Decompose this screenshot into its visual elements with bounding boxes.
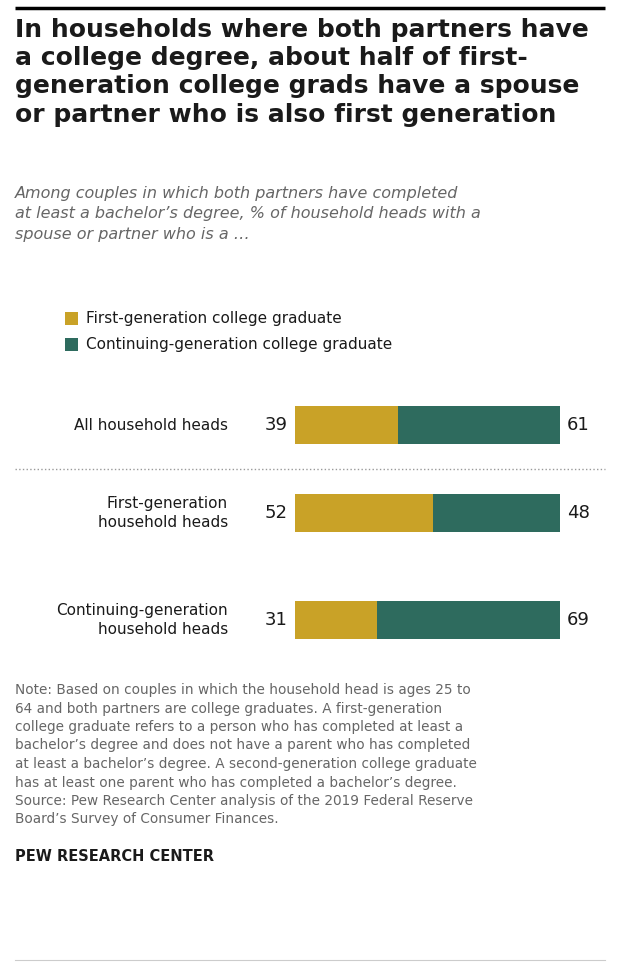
Text: Note: Based on couples in which the household head is ages 25 to: Note: Based on couples in which the hous… (15, 683, 471, 697)
Text: Continuing-generation college graduate: Continuing-generation college graduate (86, 337, 392, 351)
Text: Source: Pew Research Center analysis of the 2019 Federal Reserve: Source: Pew Research Center analysis of … (15, 794, 473, 808)
Text: at least a bachelor’s degree. A second-generation college graduate: at least a bachelor’s degree. A second-g… (15, 757, 477, 771)
Text: First-generation college graduate: First-generation college graduate (86, 311, 342, 325)
Text: 61: 61 (567, 416, 590, 434)
Text: college graduate refers to a person who has completed at least a: college graduate refers to a person who … (15, 720, 463, 734)
Bar (65, 338, 78, 350)
Text: First-generation
household heads: First-generation household heads (98, 497, 228, 529)
Text: 48: 48 (567, 504, 590, 522)
Bar (295, 494, 433, 532)
Text: 64 and both partners are college graduates. A first-generation: 64 and both partners are college graduat… (15, 702, 442, 715)
Bar (65, 312, 78, 324)
Text: Board’s Survey of Consumer Finances.: Board’s Survey of Consumer Finances. (15, 812, 278, 827)
Text: 31: 31 (265, 611, 288, 629)
Bar (295, 601, 377, 639)
Text: 69: 69 (567, 611, 590, 629)
Text: All household heads: All household heads (74, 417, 228, 433)
Text: PEW RESEARCH CENTER: PEW RESEARCH CENTER (15, 849, 214, 864)
Bar (377, 601, 560, 639)
Text: Continuing-generation
household heads: Continuing-generation household heads (56, 603, 228, 637)
Bar (433, 494, 560, 532)
Text: In households where both partners have
a college degree, about half of first-
ge: In households where both partners have a… (15, 18, 589, 127)
Text: has at least one parent who has completed a bachelor’s degree.: has at least one parent who has complete… (15, 775, 457, 790)
Text: Among couples in which both partners have completed
at least a bachelor’s degree: Among couples in which both partners hav… (15, 186, 480, 242)
Text: bachelor’s degree and does not have a parent who has completed: bachelor’s degree and does not have a pa… (15, 739, 470, 752)
Bar (399, 406, 560, 444)
Text: 39: 39 (265, 416, 288, 434)
Bar (295, 406, 399, 444)
Text: 52: 52 (265, 504, 288, 522)
